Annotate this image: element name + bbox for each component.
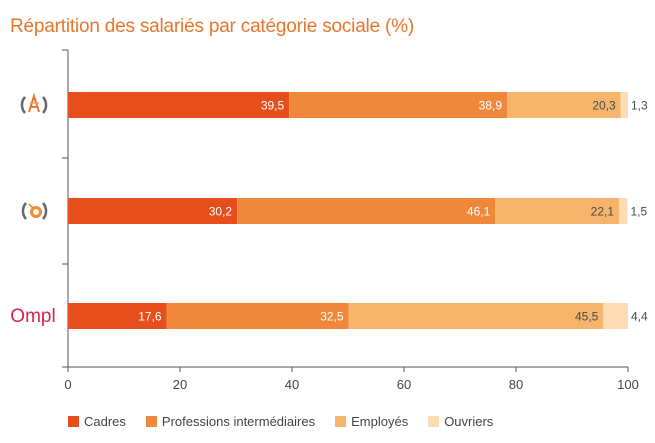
bar-segment (603, 303, 628, 329)
bar-segment (68, 92, 290, 118)
bar-segment (495, 198, 620, 224)
ompl-logo: Ompl (10, 306, 55, 327)
x-tick-label: 0 (64, 377, 71, 392)
chart-title: Répartition des salariés par catégorie s… (10, 16, 414, 37)
value-labels: 39,5 38,9 20,3 1,3 30,2 46,1 22,1 1,5 17,6 32,5 45… (138, 99, 648, 324)
legend-item: Professions intermédiaires (145, 414, 316, 429)
legend: Cadres Professions intermédiaires Employés… (68, 414, 513, 429)
bar-value-label: 20,3 (592, 99, 616, 113)
bar-value-label: 17,6 (138, 310, 162, 324)
x-tick-label: 60 (397, 377, 411, 392)
legend-swatch (428, 416, 440, 427)
logo-arc-right (41, 96, 48, 114)
logo-arc-right (41, 202, 48, 220)
x-tick-label: 80 (509, 377, 523, 392)
legend-swatch (68, 416, 79, 427)
bar-value-label: 46,1 (467, 205, 491, 219)
category-logos: Ompl (10, 92, 56, 327)
bar-segment (237, 198, 496, 224)
legend-swatch (145, 416, 157, 427)
bar-segment (507, 92, 621, 118)
legend-label: Cadres (84, 414, 126, 429)
x-tick-label: 40 (285, 377, 299, 392)
legend-label: Employés (351, 414, 409, 429)
bar-segment (619, 198, 628, 224)
logo-stroke (28, 203, 34, 209)
logo-dot-center (33, 209, 39, 215)
bar-value-label: 32,5 (320, 310, 344, 324)
legend-item: Cadres (68, 414, 126, 429)
legend-item: Employés (335, 414, 408, 429)
bar-segment (68, 303, 167, 329)
bar-value-label: 1,5 (630, 205, 647, 219)
bar-value-label: 22,1 (591, 205, 615, 219)
logo-arc-left (20, 96, 27, 114)
apec-logo (20, 92, 48, 114)
x-tick-label: 100 (617, 377, 639, 392)
logo-letter-a (28, 92, 40, 113)
bar-value-label: 38,9 (479, 99, 503, 113)
bar-value-label: 30,2 (209, 205, 233, 219)
bar-segment (166, 303, 349, 329)
bar-segment (348, 303, 604, 329)
legend-label: Ouvriers (444, 414, 494, 429)
bar-value-label: 1,3 (631, 99, 648, 113)
legend-item: Ouvriers (428, 414, 493, 429)
bar-value-label: 45,5 (575, 310, 599, 324)
legend-label: Professions intermédiaires (161, 414, 316, 429)
x-tick-label: 20 (173, 377, 187, 392)
legend-swatch (335, 416, 347, 427)
bar-segment (289, 92, 508, 118)
bars (68, 92, 628, 329)
bar-segment (620, 92, 628, 118)
bar-value-label: 39,5 (261, 99, 285, 113)
bar-segment (68, 198, 238, 224)
logo-arc-left (21, 202, 28, 220)
bar-value-label: 4,4 (631, 310, 648, 324)
observatoire-logo (21, 202, 48, 220)
